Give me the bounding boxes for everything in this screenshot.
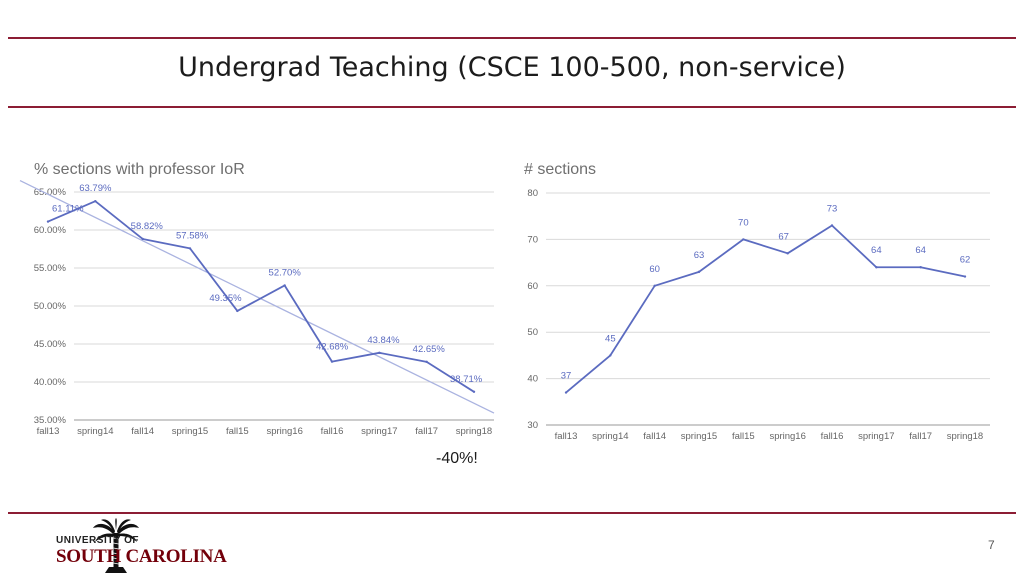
y-tick-label: 30 [527,420,538,431]
x-tick-label: fall14 [643,431,666,442]
data-point [141,237,144,241]
data-point [786,252,789,255]
x-tick-label: fall17 [415,426,438,437]
data-point [283,284,286,287]
x-tick-label: spring17 [858,431,894,442]
data-label: 63 [694,250,705,261]
palmetto-tree-icon [93,518,139,573]
x-tick-label: spring18 [456,426,492,437]
data-point [830,224,834,227]
x-tick-label: fall15 [732,431,755,442]
footer-divider [8,512,1016,514]
x-tick-label: fall16 [821,431,844,442]
data-label: 58.82% [131,221,164,232]
data-label: 49.35% [209,293,242,304]
y-tick-label: 50.00% [34,301,67,312]
x-tick-label: fall14 [131,426,154,437]
title-divider [8,106,1016,108]
data-label: 64 [871,245,882,256]
series-line [565,224,966,394]
page-number: 7 [988,538,995,552]
data-label: 67 [778,231,789,242]
trendline [19,179,495,414]
data-label: 63.79% [79,183,112,194]
x-tick-label: fall16 [321,426,344,437]
y-tick-label: 80 [527,188,538,199]
data-point [742,238,745,241]
y-tick-label: 65.00% [34,187,67,198]
university-of-label: UNIVERSITY OF [56,535,139,546]
data-point [653,284,656,287]
data-point [236,309,239,313]
sections-count-chart: # sections 30 40 50 60 70 80 fall13 spring14 fall… [524,161,990,442]
data-point [919,266,922,269]
data-point [564,391,568,394]
data-label: 64 [915,245,926,256]
data-label: 42.65% [413,344,446,355]
decline-note: -40%! [436,450,478,467]
data-point [609,354,612,357]
data-point [46,220,50,223]
x-tick-label: spring16 [266,426,302,437]
data-label: 73 [827,203,838,214]
data-label: 70 [738,217,749,228]
data-point [378,351,381,355]
data-point [94,199,97,203]
data-point [472,390,476,394]
data-point [963,275,967,278]
x-tick-label: spring18 [947,431,983,442]
slide-title: Undergrad Teaching (CSCE 100-500, non-se… [178,52,846,83]
data-point [330,360,334,363]
x-tick-label: spring17 [361,426,397,437]
data-point [875,266,878,269]
top-divider [8,37,1016,39]
y-tick-label: 60 [527,281,538,292]
data-label: 62 [960,255,971,266]
south-carolina-label: SOUTH CAROLINA [56,546,227,567]
y-tick-label: 35.00% [34,415,67,426]
y-tick-label: 40.00% [34,377,67,388]
x-tick-label: fall17 [909,431,932,442]
data-label: 60 [649,264,660,275]
x-tick-label: spring15 [681,431,717,442]
data-label: 52.70% [269,267,302,278]
y-tick-label: 40 [527,374,538,385]
data-label: 43.84% [367,335,400,346]
y-tick-label: 55.00% [34,263,67,274]
x-tick-label: fall15 [226,426,249,437]
data-point [425,360,428,364]
y-tick-label: 50 [527,327,538,338]
chart-title: # sections [524,161,596,178]
series-line [47,200,475,393]
data-label: 61.11% [52,204,84,215]
data-label: 42.68% [316,342,349,353]
data-label: 37 [561,371,572,382]
x-tick-label: fall13 [555,431,578,442]
x-tick-label: spring15 [172,426,208,437]
x-tick-label: spring16 [769,431,805,442]
x-tick-label: spring14 [77,426,113,437]
ior-percentage-chart: % sections with professor IoR 35.00% 40.00… [19,161,495,437]
y-tick-label: 70 [527,234,538,245]
data-label: 57.58% [176,230,209,241]
data-point [188,247,192,250]
x-tick-label: spring14 [592,431,628,442]
chart-title: % sections with professor IoR [34,161,245,178]
x-tick-label: fall13 [37,426,60,437]
data-label: 38.71% [450,374,483,385]
y-tick-label: 45.00% [34,339,67,350]
data-label: 45 [605,333,616,344]
y-tick-label: 60.00% [34,225,67,236]
data-point [697,270,701,274]
